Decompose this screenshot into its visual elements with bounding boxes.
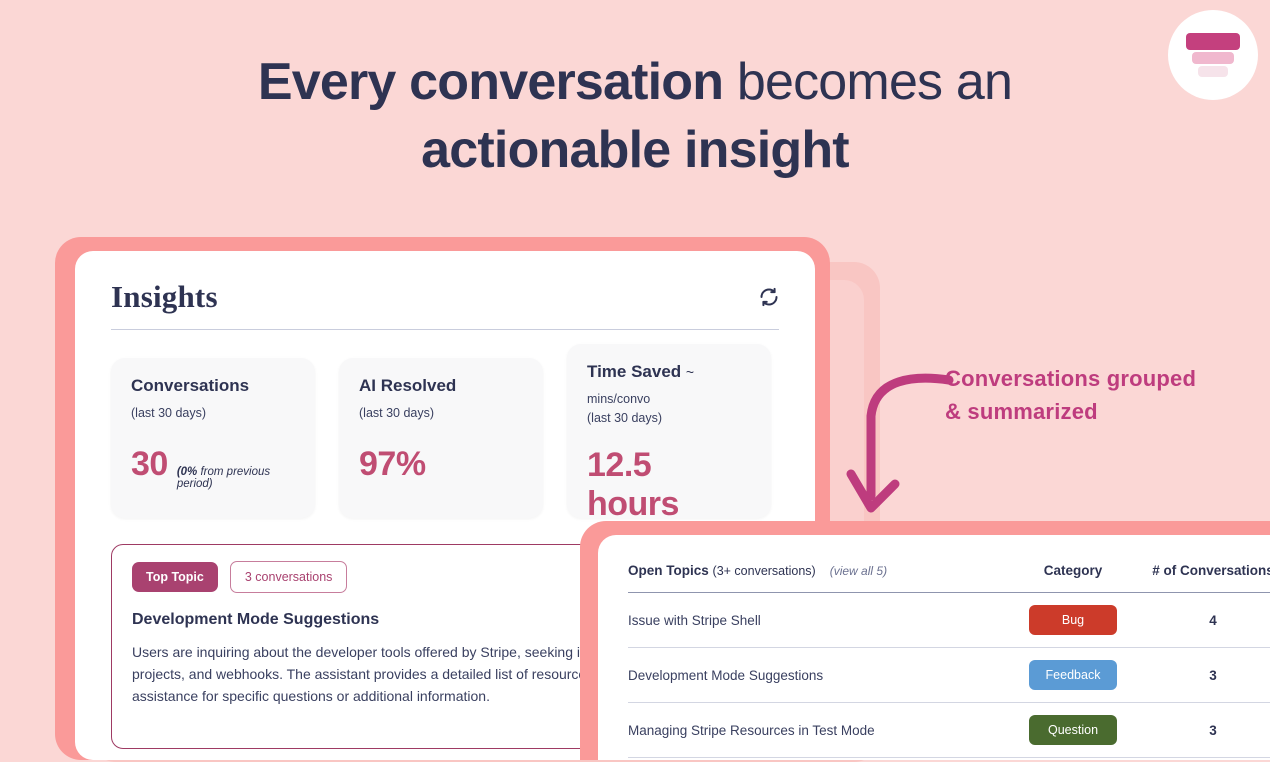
metric-subtitle-2: (last 30 days): [587, 411, 663, 425]
metric-title: Conversations: [131, 376, 250, 395]
metric-value-row: 30 (0% from previous period): [131, 445, 295, 490]
logo-bar-top: [1186, 33, 1240, 50]
table-row[interactable]: Development Mode Suggestions Feedback 3: [628, 648, 1270, 703]
metric-value: 30: [131, 445, 168, 483]
metric-delta: (0% from previous period): [177, 466, 295, 490]
topic-category-cell: Question: [1008, 715, 1138, 745]
headline-emphasis: Every conversation: [257, 53, 724, 111]
top-topic-title: Development Mode Suggestions: [132, 611, 380, 628]
metric-subtitle: mins/convo: [587, 392, 651, 406]
topic-category-cell: Feedback: [1008, 660, 1138, 690]
metric-title: Time Saved ~: [587, 362, 751, 382]
logo-bar-bottom: [1198, 66, 1228, 77]
topic-count: 3: [1209, 667, 1217, 683]
open-topics-heading-sub: (3+ conversations): [712, 564, 816, 578]
open-topics-card: Open Topics (3+ conversations) (view all…: [598, 535, 1270, 760]
topic-name: Managing Stripe Resources in Test Mode: [628, 722, 875, 738]
view-all-link[interactable]: (view all 5): [829, 564, 888, 578]
topic-name: Issue with Stripe Shell: [628, 612, 761, 628]
headline-line-1: Every conversation becomes an: [0, 48, 1270, 116]
category-badge: Feedback: [1029, 660, 1117, 690]
brand-logo-icon: [1168, 10, 1258, 100]
open-topics-heading: Open Topics (3+ conversations): [628, 563, 816, 578]
column-header-category: Category: [1043, 563, 1103, 578]
metric-title-suffix: ~: [685, 364, 695, 380]
metric-value: 97%: [359, 445, 426, 483]
annotation-arrow-icon: [845, 368, 955, 533]
open-topics-header: Open Topics (3+ conversations) (view all…: [628, 563, 1270, 593]
headline-line-2: actionable insight: [421, 121, 849, 179]
top-topic-badges: Top Topic 3 conversations: [132, 561, 758, 593]
metric-subtitle: (last 30 days): [359, 406, 435, 420]
metric-delta-bold: (0%: [176, 466, 198, 478]
metric-title: AI Resolved: [359, 376, 457, 395]
metric-card-conversations: Conversations (last 30 days) 30 (0% from…: [111, 358, 315, 518]
open-topics-heading-text: Open Topics: [628, 563, 709, 578]
metric-subtitle: (last 30 days): [131, 406, 207, 420]
annotation-line-1: Conversations grouped: [945, 366, 1197, 391]
metric-value-row: 12.5 hours: [587, 446, 751, 524]
insights-header: Insights: [111, 279, 779, 330]
top-topic-badge: Top Topic: [132, 562, 218, 592]
headline-normal: becomes an: [723, 53, 1013, 111]
annotation-callout: Conversations grouped & summarized: [945, 362, 1245, 428]
topic-category-cell: Bug: [1008, 605, 1138, 635]
annotation-line-2: & summarized: [945, 399, 1098, 424]
table-row[interactable]: Managing Stripe Resources in Test Mode Q…: [628, 703, 1270, 758]
refresh-icon[interactable]: [759, 287, 779, 307]
topic-count: 4: [1209, 612, 1217, 628]
metric-delta-rest: from previous period): [176, 466, 271, 490]
category-badge: Bug: [1029, 605, 1117, 635]
conversation-count-pill[interactable]: 3 conversations: [229, 561, 348, 593]
category-badge: Question: [1029, 715, 1117, 745]
metric-card-time-saved: Time Saved ~ mins/convo (last 30 days) 1…: [567, 344, 771, 523]
table-row[interactable]: Issue with Stripe Shell Bug 4: [628, 593, 1270, 648]
topic-name: Development Mode Suggestions: [628, 667, 824, 683]
topic-count: 3: [1209, 722, 1217, 738]
metric-title-text: Time Saved: [587, 362, 682, 381]
metrics-row: Conversations (last 30 days) 30 (0% from…: [111, 344, 779, 523]
page-title: Insights: [111, 279, 218, 314]
metric-card-ai-resolved: AI Resolved (last 30 days) 97%: [339, 358, 543, 518]
metric-value-row: 97%: [359, 445, 523, 484]
logo-bar-middle: [1192, 52, 1234, 64]
page-headline: Every conversation becomes an actionable…: [0, 48, 1270, 184]
metric-value: 12.5 hours: [587, 446, 679, 523]
column-header-count: # of Conversations: [1152, 563, 1270, 578]
